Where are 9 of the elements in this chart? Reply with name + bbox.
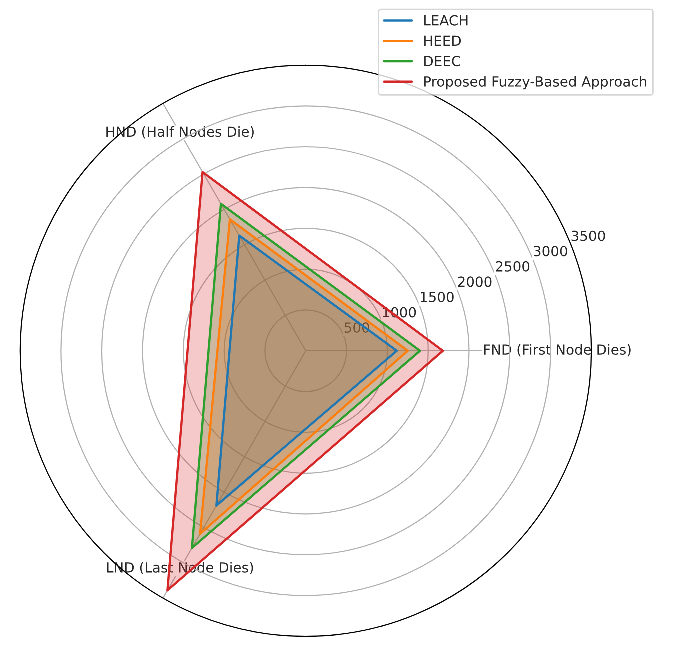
legend-label: Proposed Fuzzy-Based Approach [424,76,646,90]
y-tick-label: 2500 [496,261,530,272]
y-tick-label: 2000 [458,276,492,288]
legend-label: HEED [424,36,462,46]
y-tick-label: 3000 [534,246,568,257]
y-tick-label: 1500 [421,292,454,302]
legend-label: DEEC [424,56,460,67]
y-tick-label: 3500 [572,230,606,242]
legend-label: LEACH [424,15,468,26]
